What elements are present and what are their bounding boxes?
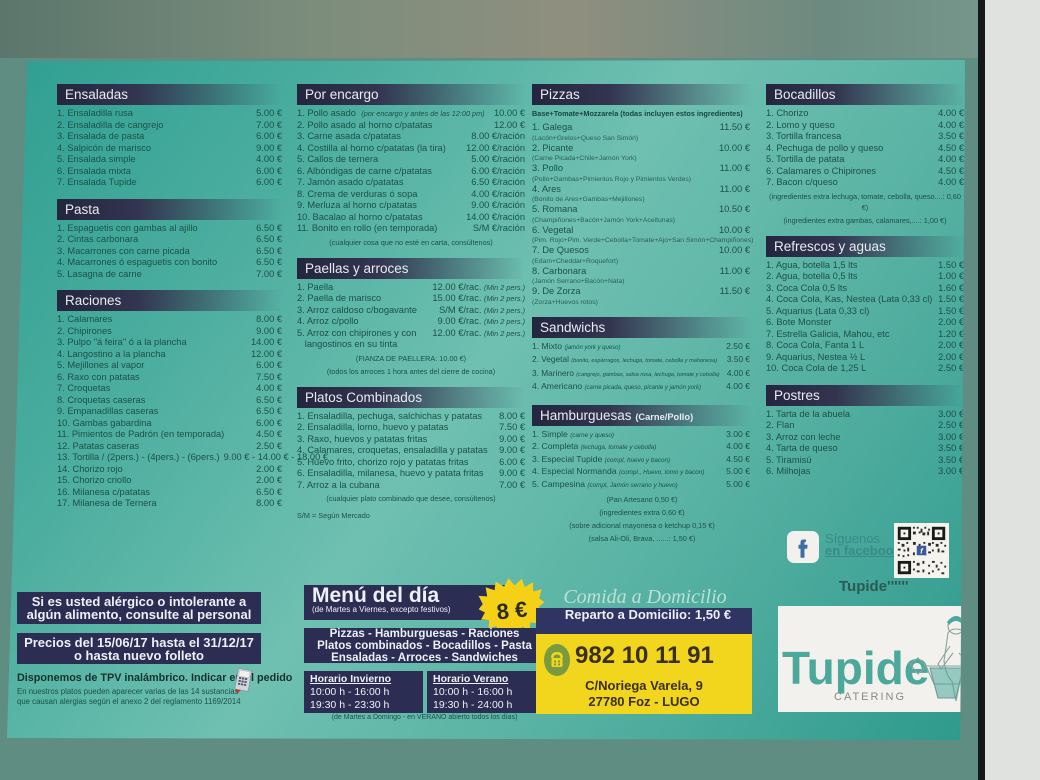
svg-text:CATERING: CATERING <box>834 691 906 703</box>
svg-text:Tupide: Tupide <box>782 642 929 694</box>
